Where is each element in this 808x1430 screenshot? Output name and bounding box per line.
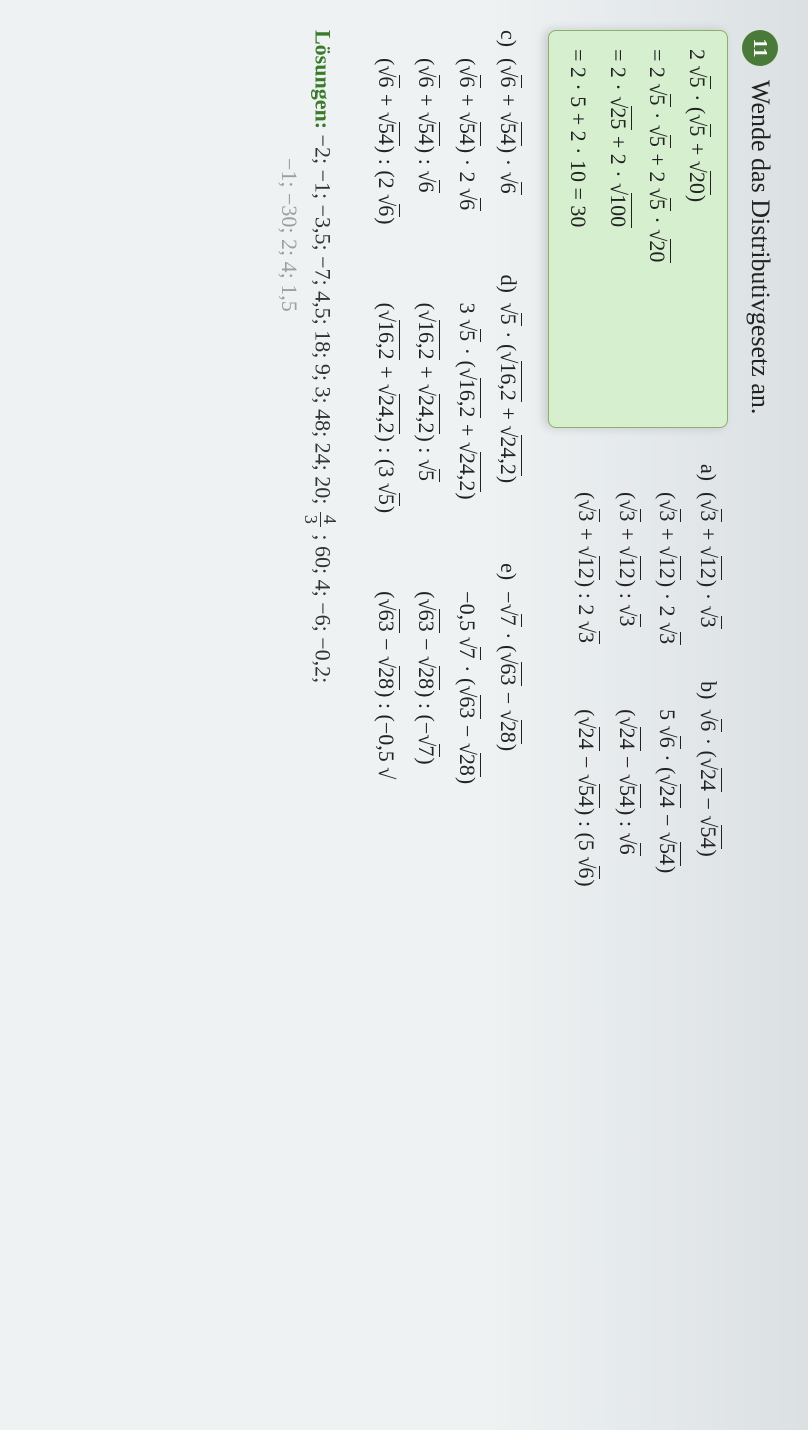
example-line-4: = 2 · 5 + 2 · 10 = 30: [559, 49, 599, 409]
solutions-line-2: −1; −30; 2; 4; 1,5: [276, 30, 302, 1400]
label-d: d): [487, 275, 528, 303]
example-line-2: = 2 5 · 5 + 2 5 · 20: [638, 49, 678, 409]
solutions-label: Lösungen:: [310, 30, 335, 129]
problem-b: b)6 · (24 − 54) 5 6 · (24 − 54) (24 − 54…: [565, 681, 728, 887]
label-b: b): [687, 681, 728, 709]
solutions-line-1: −2; −1; −3,5; −7; 4,5; 18; 9; 3; 48; 24;…: [310, 135, 335, 510]
label-a: a): [687, 464, 728, 492]
problem-e: e)−7 · (63 − 28) −0,5 7 · (63 − 28) (63 …: [365, 563, 528, 784]
problem-c: c)(6 + 54) · 6 (6 + 54) · 2 6 (6 + 54) :…: [365, 30, 528, 225]
label-c: c): [487, 30, 528, 58]
exercise-title: Wende das Distributivgesetz an.: [746, 80, 775, 414]
problem-d: d)5 · (16,2 + 24,2) 3 5 · (16,2 + 24,2) …: [365, 275, 528, 514]
worked-example: 2 5 · (5 + 20) = 2 5 · 5 + 2 5 · 20 = 2 …: [548, 30, 728, 428]
problem-a: a)(3 + 12) · 3 (3 + 12) · 2 3 (3 + 12) :…: [565, 464, 728, 645]
label-e: e): [487, 563, 528, 591]
solutions: Lösungen: −2; −1; −3,5; −7; 4,5; 18; 9; …: [276, 30, 339, 1400]
header: 11 Wende das Distributivgesetz an.: [742, 30, 778, 1400]
page: 11 Wende das Distributivgesetz an. 2 5 ·…: [0, 0, 808, 1430]
example-line-3: = 2 · 25 + 2 · 100: [598, 49, 638, 409]
exercise-badge: 11: [742, 30, 778, 66]
example-line-1: 2 5 · (5 + 20): [677, 49, 717, 409]
solutions-line-1b: ; 60; 4; −6; −0,2;: [310, 534, 335, 683]
fraction: 43: [302, 512, 339, 527]
